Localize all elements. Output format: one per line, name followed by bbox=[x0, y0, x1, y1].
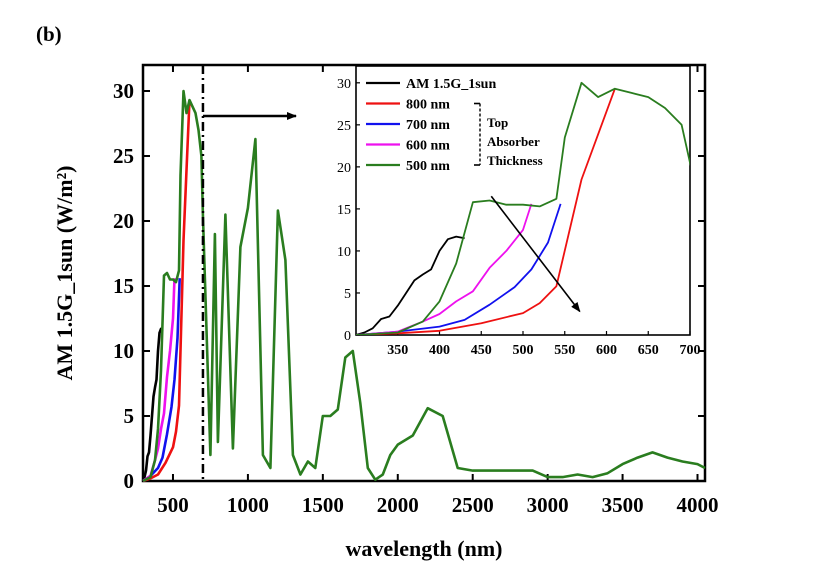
legend-bracket-label: Top bbox=[487, 115, 508, 130]
inset-x-tick-label: 400 bbox=[429, 343, 450, 358]
y-tick-label: 5 bbox=[124, 404, 135, 428]
inset-series-line bbox=[356, 81, 690, 335]
legend-label: 700 nm bbox=[406, 118, 450, 133]
inset-y-tick-label: 10 bbox=[337, 245, 351, 260]
x-tick-label: 500 bbox=[157, 493, 189, 517]
panel-label: (b) bbox=[36, 22, 62, 46]
inset-series-line bbox=[356, 235, 465, 335]
inset-x-tick-label: 500 bbox=[513, 343, 534, 358]
inset-y-tick-label: 30 bbox=[337, 77, 351, 92]
x-tick-label: 3000 bbox=[527, 493, 569, 517]
trend-arrow bbox=[490, 195, 581, 313]
x-tick-label: 1000 bbox=[227, 493, 269, 517]
series-line bbox=[142, 89, 706, 483]
inset-series-line bbox=[356, 203, 562, 335]
y-tick-label: 25 bbox=[113, 144, 134, 168]
inset-x-tick-label: 450 bbox=[471, 343, 492, 358]
series-line bbox=[142, 278, 181, 483]
y-tick-label: 10 bbox=[113, 339, 134, 363]
inset-x-tick-label: 350 bbox=[387, 343, 408, 358]
inset-y-tick-label: 0 bbox=[344, 329, 351, 344]
legend-label: 800 nm bbox=[406, 98, 450, 113]
y-tick-label: 20 bbox=[113, 209, 134, 233]
y-tick-label: 15 bbox=[113, 274, 134, 298]
series-line bbox=[141, 327, 164, 482]
legend-label: AM 1.5G_1sun bbox=[406, 77, 496, 92]
series-line bbox=[142, 100, 191, 483]
inset-y-tick-label: 5 bbox=[344, 287, 351, 302]
x-tick-label: 3500 bbox=[602, 493, 644, 517]
x-axis-label: wavelength (nm) bbox=[345, 536, 502, 561]
main-plot-frame bbox=[141, 63, 707, 483]
series-line bbox=[142, 278, 176, 483]
inset-x-tick-label: 600 bbox=[596, 343, 617, 358]
inset-y-tick-label: 25 bbox=[337, 119, 351, 134]
x-tick-label: 2000 bbox=[377, 493, 419, 517]
main-chart: 500 1000 1500 2000 2500 3000 3500 4000051015202… bbox=[52, 63, 719, 561]
inset-y-tick-label: 20 bbox=[337, 161, 351, 176]
legend-label: 500 nm bbox=[406, 159, 450, 174]
inset-plot-frame bbox=[355, 65, 691, 336]
legend-bracket-label: Absorber bbox=[487, 134, 540, 149]
inset-series-line bbox=[356, 88, 616, 335]
inset-series-group bbox=[356, 81, 690, 335]
y-tick-label: 0 bbox=[124, 469, 135, 493]
inset-x-tick-label: 550 bbox=[554, 343, 575, 358]
x-tick-label: 2500 bbox=[452, 493, 494, 517]
inset-y-tick-label: 15 bbox=[337, 203, 351, 218]
inset-x-tick-label: 700 bbox=[680, 343, 701, 358]
x-tick-label: 4000 bbox=[677, 493, 719, 517]
inset-x-tick-label: 650 bbox=[638, 343, 659, 358]
legend-bracket-label: Thickness bbox=[487, 153, 543, 168]
y-axis-label: AM 1.5G_1sun (W/m²) bbox=[52, 166, 77, 381]
legend-label: 600 nm bbox=[406, 139, 450, 154]
x-tick-label: 1500 bbox=[302, 493, 344, 517]
y-tick-label: 30 bbox=[113, 79, 134, 103]
inset-chart: 350 400 450 500 550 600 650 700 0 5 10 15 20 25 30 AM 1… bbox=[337, 65, 701, 358]
